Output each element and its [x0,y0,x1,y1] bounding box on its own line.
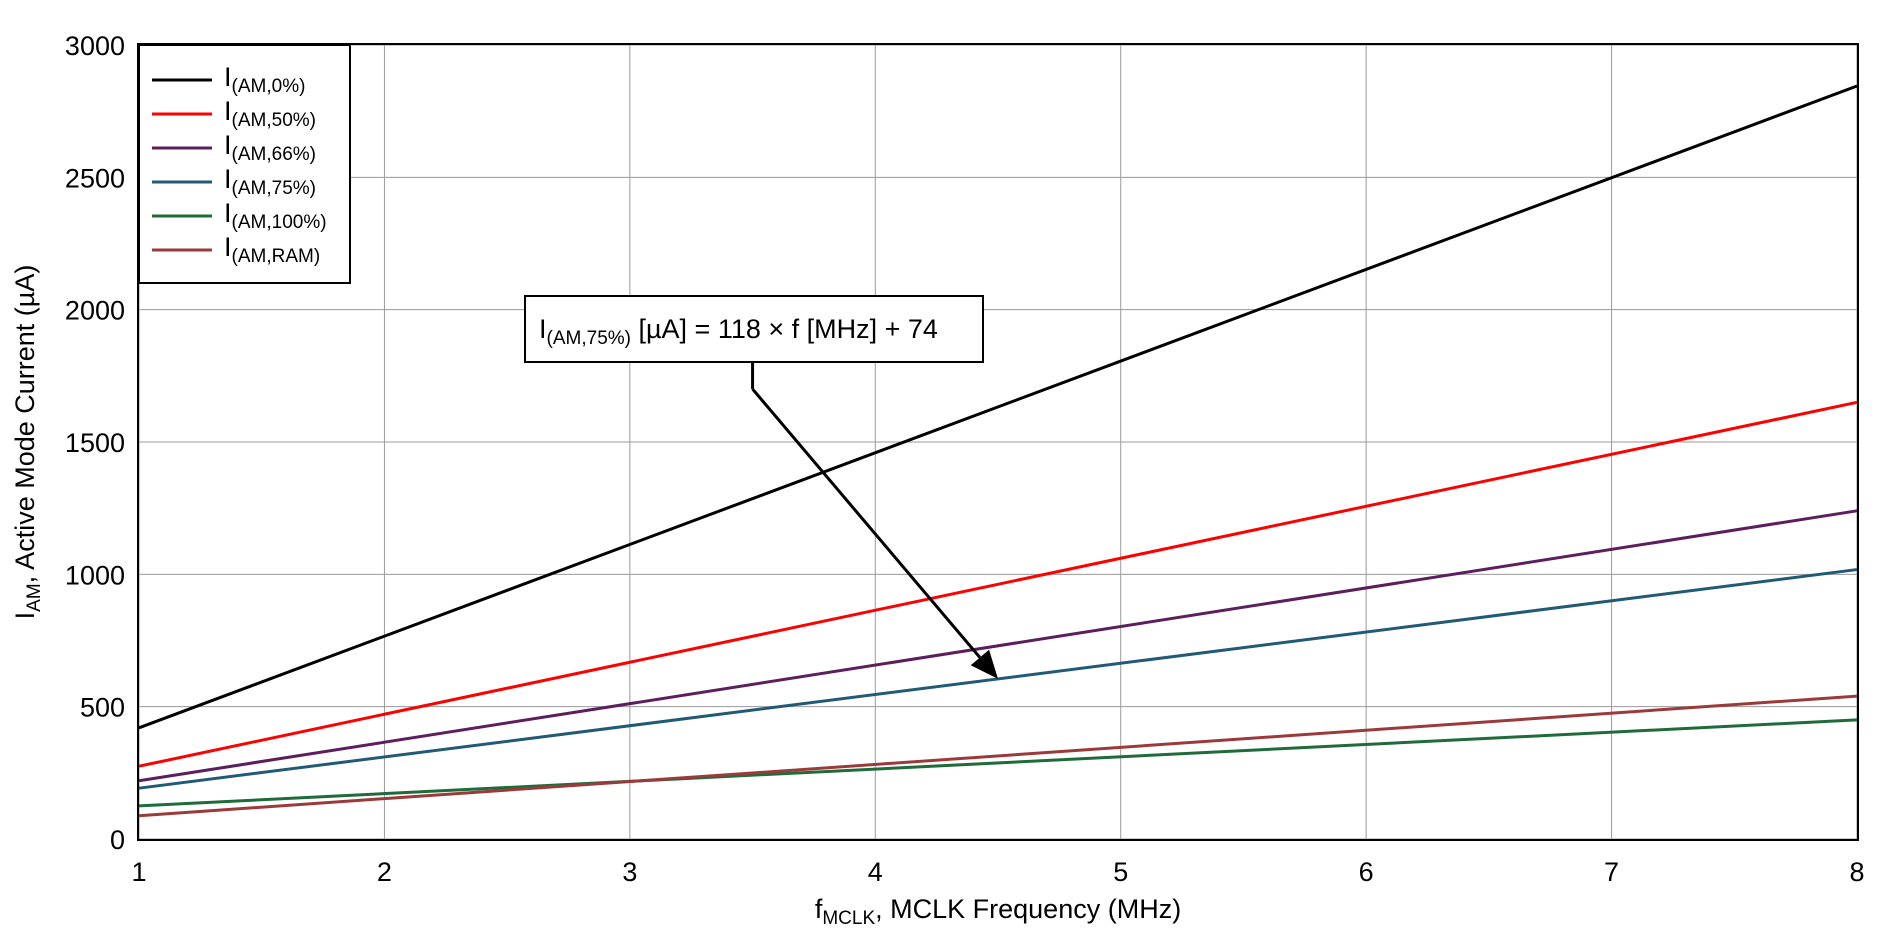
series-line-am75 [138,568,1858,790]
annotation-box [524,295,984,363]
series-lines [138,84,1858,818]
series-line-am66 [138,509,1858,783]
series-line-amram [138,694,1858,818]
y-tick-label: 2500 [65,163,125,193]
y-tick-label: 2000 [65,296,125,326]
legend-box [138,44,351,284]
annotation: I(AM,75%) [µA] = 118 × f [MHz] + 74 [524,295,998,679]
annotation-arrow-line [751,388,982,659]
annotation-formula: I(AM,75%) [µA] = 118 × f [MHz] + 74 [539,314,938,349]
legend-items: I(AM,0%)I(AM,50%)I(AM,66%)I(AM,75%)I(AM,… [152,62,327,267]
x-tick-label: 4 [868,857,883,887]
series-line-am50 [138,400,1858,768]
x-tick-label: 3 [622,857,637,887]
y-axis-label: IAM, Active Mode Current (µA) [10,265,45,620]
series-line-am0 [138,84,1858,730]
grid [138,44,1858,840]
series-line-am100 [138,718,1858,808]
y-tick-labels: 0 500 1000 1500 2000 2500 3000 [65,31,125,855]
x-tick-label: 6 [1359,857,1374,887]
legend: I(AM,0%)I(AM,50%)I(AM,66%)I(AM,75%)I(AM,… [138,44,351,284]
legend-label: I(AM,0%) [224,62,305,97]
y-tick-label: 0 [110,825,125,855]
legend-label: I(AM,RAM) [224,232,320,267]
x-tick-labels: 1 2 3 4 5 6 7 8 [131,857,1864,887]
x-tick-label: 2 [377,857,392,887]
x-tick-label: 7 [1604,857,1619,887]
legend-label: I(AM,75%) [224,164,316,199]
x-tick-label: 5 [1113,857,1128,887]
legend-label: I(AM,50%) [224,96,316,131]
y-tick-label: 1500 [65,428,125,458]
legend-label: I(AM,100%) [224,198,327,233]
annotation-arrow-head [970,649,998,679]
y-tick-label: 500 [80,693,125,723]
legend-label: I(AM,66%) [224,130,316,165]
y-tick-label: 3000 [65,31,125,61]
x-axis-label: fMCLK, MCLK Frequency (MHz) [815,894,1181,929]
x-tick-label: 8 [1849,857,1864,887]
x-tick-label: 1 [131,857,146,887]
y-tick-label: 1000 [65,560,125,590]
plot-frame [137,43,1859,841]
